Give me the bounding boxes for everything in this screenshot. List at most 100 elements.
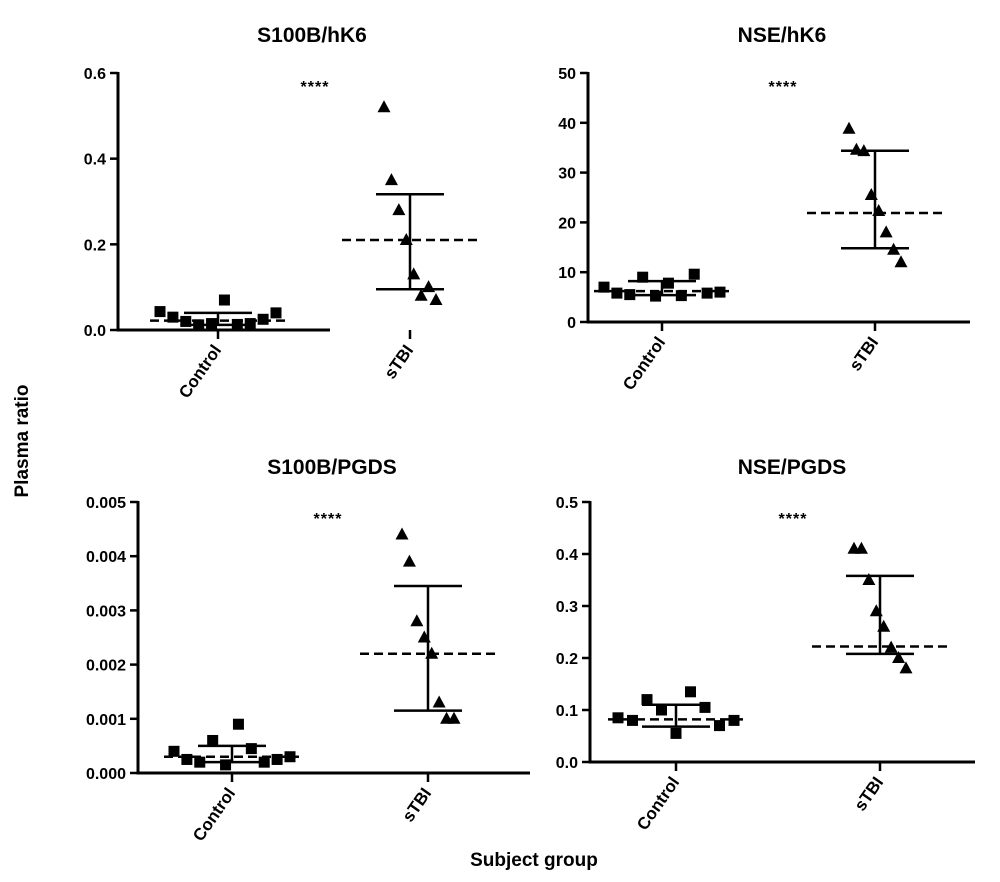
y-tick-label: 0.1 <box>556 703 578 720</box>
x-axis-label: Subject group <box>470 850 598 871</box>
y-tick-label: 30 <box>558 166 576 183</box>
data-point-square <box>650 290 662 302</box>
data-point-square <box>232 718 244 730</box>
significance-label: **** <box>779 511 808 528</box>
x-tick-label: sTBI <box>851 773 888 814</box>
significance-label: **** <box>314 511 343 528</box>
data-point-triangle <box>857 144 871 157</box>
data-point-square <box>180 315 192 327</box>
y-tick-label: 0.004 <box>86 549 126 566</box>
data-point-triangle <box>410 614 424 627</box>
y-tick-label: 40 <box>558 116 576 133</box>
data-point-square <box>154 306 166 318</box>
data-point-square <box>656 704 667 716</box>
data-point-triangle <box>414 288 428 301</box>
data-point-square <box>612 712 624 724</box>
data-point-triangle <box>429 293 443 306</box>
y-tick-label: 50 <box>558 66 576 83</box>
y-tick-label: 0.001 <box>86 712 126 729</box>
data-point-triangle <box>432 695 446 708</box>
data-point-triangle <box>407 267 421 280</box>
y-tick-label: 0.3 <box>556 599 578 616</box>
data-point-square <box>662 277 674 289</box>
y-tick-label: 0.0 <box>84 323 106 340</box>
data-point-square <box>231 318 243 330</box>
data-point-square <box>688 268 700 280</box>
y-tick-label: 0.003 <box>86 603 126 620</box>
data-point-square <box>218 294 230 306</box>
data-point-triangle <box>894 255 908 268</box>
chart-panels: S100B/hK6 **** 0.0 0.2 0.4 0.6 Control sTBI NSE/… <box>84 24 975 845</box>
x-tick-label: Control <box>189 784 239 844</box>
data-point-square <box>598 281 610 293</box>
data-point-square <box>167 311 179 323</box>
chart-panel: NSE/PGDS **** 0.0 0.1 0.2 0.3 0.4 0.5 Control sTB… <box>556 456 975 834</box>
data-point-triangle <box>447 711 461 724</box>
data-point-triangle <box>869 604 883 617</box>
data-point-square <box>193 319 205 331</box>
chart-panel: S100B/PGDS **** 0.000 0.001 0.002 0.003 0.004 0… <box>86 456 530 845</box>
data-point-triangle <box>842 121 856 134</box>
data-point-triangle <box>425 646 439 659</box>
x-tick-label: Control <box>619 333 669 393</box>
y-tick-label: 0.2 <box>84 237 106 254</box>
data-point-triangle <box>879 225 893 238</box>
data-point-triangle <box>399 233 413 246</box>
data-point-triangle <box>854 541 868 554</box>
data-point-triangle <box>395 527 409 540</box>
data-point-triangle <box>899 661 913 674</box>
data-point-square <box>271 753 283 765</box>
y-tick-label: 0.4 <box>556 547 578 564</box>
y-tick-label: 0.0 <box>556 755 578 772</box>
data-point-square <box>181 753 193 765</box>
chart-panel: NSE/hK6 **** 0 10 20 30 40 50 Control sTBI <box>558 24 970 394</box>
significance-label: **** <box>769 79 798 96</box>
data-point-square <box>258 756 270 768</box>
data-point-square <box>220 759 232 771</box>
data-point-triangle <box>392 203 406 216</box>
data-point-triangle <box>864 188 878 201</box>
data-point-triangle <box>884 640 898 653</box>
data-point-square <box>670 727 682 739</box>
data-point-square <box>685 686 696 698</box>
chart-title: NSE/hK6 <box>738 24 827 47</box>
y-tick-label: 0.000 <box>86 766 126 783</box>
data-point-square <box>728 714 740 726</box>
y-tick-label: 0.4 <box>84 152 106 169</box>
data-point-square <box>206 318 218 330</box>
data-point-triangle <box>849 142 863 155</box>
data-point-triangle <box>862 573 876 585</box>
data-point-triangle <box>417 630 431 643</box>
data-point-triangle <box>402 554 416 567</box>
data-point-square <box>641 694 653 706</box>
y-tick-label: 0 <box>567 315 576 332</box>
y-tick-label: 0.005 <box>86 495 126 512</box>
chart-title: S100B/PGDS <box>267 456 397 479</box>
x-tick-label: sTBI <box>399 784 436 825</box>
x-tick-label: sTBI <box>846 333 883 374</box>
y-tick-label: 0.6 <box>84 66 106 83</box>
data-point-square <box>284 751 296 763</box>
y-tick-label: 0.2 <box>556 651 578 668</box>
data-point-triangle <box>892 651 906 663</box>
significance-label: **** <box>301 79 330 96</box>
chart-title: S100B/hK6 <box>257 24 367 47</box>
y-tick-label: 20 <box>558 215 576 232</box>
data-point-square <box>245 743 257 755</box>
data-point-square <box>168 745 180 757</box>
y-axis-label: Plasma ratio <box>12 385 33 498</box>
chart-panel: S100B/hK6 **** 0.0 0.2 0.4 0.6 Control sTBI <box>84 24 478 402</box>
data-point-square <box>194 756 206 768</box>
x-tick-label: sTBI <box>381 341 418 382</box>
data-point-square <box>627 714 638 726</box>
data-point-square <box>714 720 725 732</box>
data-point-triangle <box>872 203 886 216</box>
data-point-square <box>701 287 713 299</box>
data-point-square <box>714 286 726 298</box>
data-point-triangle <box>377 100 391 113</box>
data-point-square <box>270 307 282 319</box>
data-point-square <box>624 289 636 301</box>
data-point-square <box>637 271 649 283</box>
x-tick-label: Control <box>633 773 683 833</box>
